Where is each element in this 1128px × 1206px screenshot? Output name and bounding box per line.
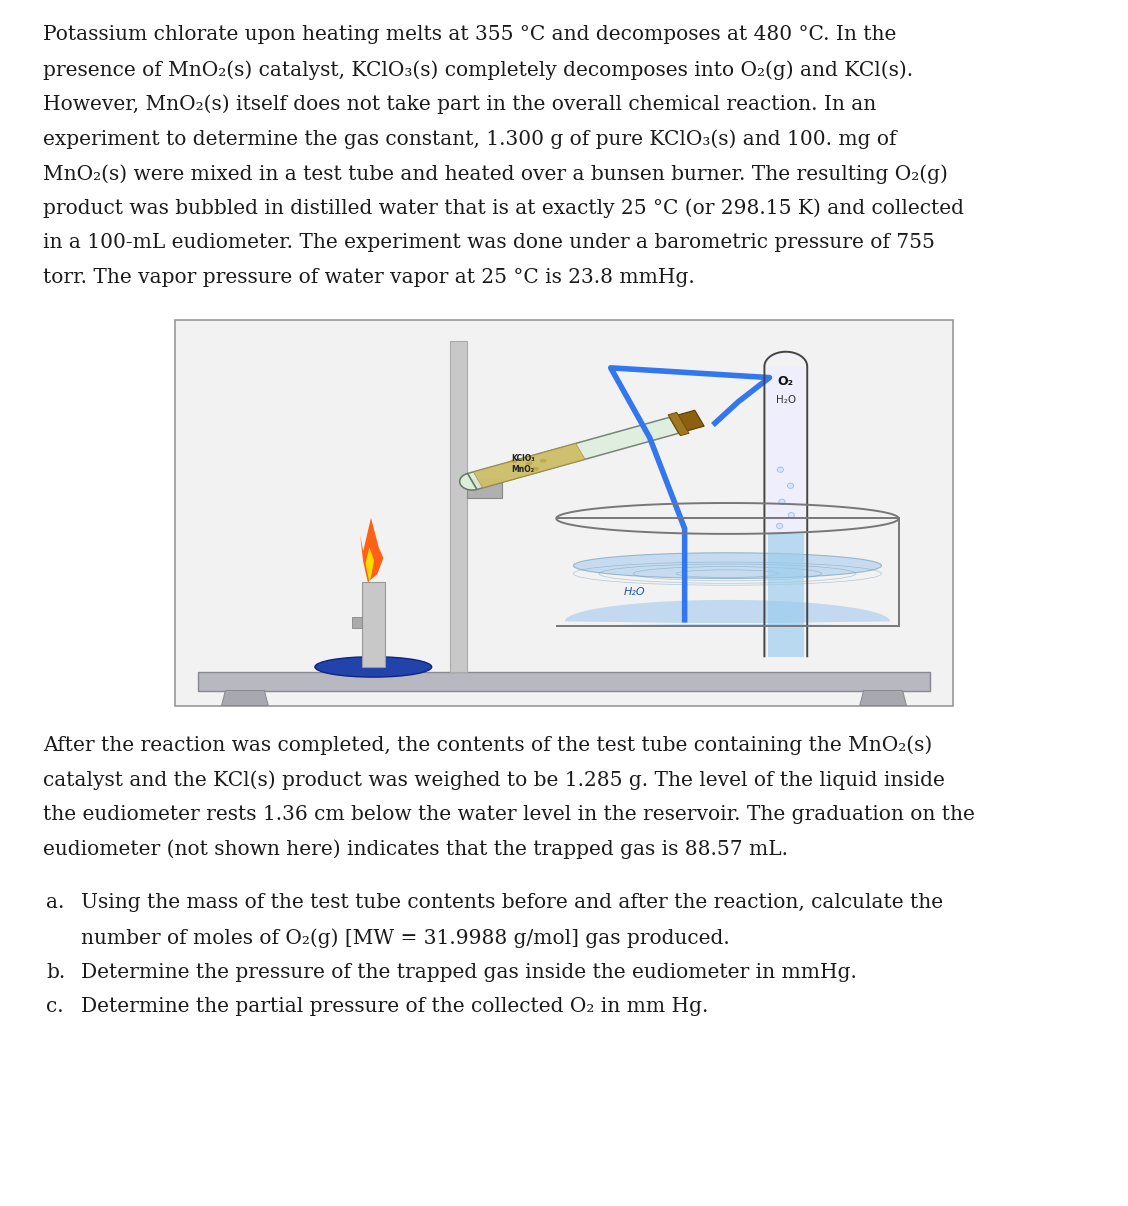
Polygon shape <box>450 341 467 672</box>
Ellipse shape <box>315 657 432 677</box>
Text: in a 100-mL eudiometer. The experiment was done under a barometric pressure of 7: in a 100-mL eudiometer. The experiment w… <box>43 233 935 252</box>
Ellipse shape <box>526 462 532 466</box>
Text: c.: c. <box>46 997 64 1017</box>
Text: MnO₂(s) were mixed in a test tube and heated over a bunsen burner. The resulting: MnO₂(s) were mixed in a test tube and he… <box>43 164 948 183</box>
Text: b.: b. <box>46 962 65 982</box>
Ellipse shape <box>778 499 785 504</box>
Text: number of moles of O₂(g) [MW = 31.9988 g/mol] gas produced.: number of moles of O₂(g) [MW = 31.9988 g… <box>81 927 730 948</box>
Polygon shape <box>199 672 929 691</box>
Ellipse shape <box>788 513 794 517</box>
Text: KClO₃: KClO₃ <box>511 453 535 463</box>
Polygon shape <box>474 444 585 487</box>
Text: presence of MnO₂(s) catalyst, KClO₃(s) completely decomposes into O₂(g) and KCl(: presence of MnO₂(s) catalyst, KClO₃(s) c… <box>43 60 913 80</box>
Text: After the reaction was completed, the contents of the test tube containing the M: After the reaction was completed, the co… <box>43 736 932 755</box>
Polygon shape <box>352 617 362 628</box>
Polygon shape <box>860 691 907 706</box>
Polygon shape <box>360 517 384 582</box>
Polygon shape <box>767 367 804 534</box>
Text: H₂O: H₂O <box>776 396 796 405</box>
Text: torr. The vapor pressure of water vapor at 25 °C is 23.8 mmHg.: torr. The vapor pressure of water vapor … <box>43 268 695 287</box>
Bar <box>175 320 953 706</box>
Polygon shape <box>365 548 374 582</box>
Polygon shape <box>460 474 477 490</box>
Text: experiment to determine the gas constant, 1.300 g of pure KClO₃(s) and 100. mg o: experiment to determine the gas constant… <box>43 129 897 148</box>
Ellipse shape <box>539 459 547 463</box>
Text: Using the mass of the test tube contents before and after the reaction, calculat: Using the mass of the test tube contents… <box>81 894 943 912</box>
Text: However, MnO₂(s) itself does not take part in the overall chemical reaction. In : However, MnO₂(s) itself does not take pa… <box>43 94 876 115</box>
Polygon shape <box>362 582 385 667</box>
Text: eudiometer (not shown here) indicates that the trapped gas is 88.57 mL.: eudiometer (not shown here) indicates th… <box>43 839 787 859</box>
Polygon shape <box>467 417 679 490</box>
Ellipse shape <box>510 459 517 463</box>
Text: MnO₂: MnO₂ <box>511 466 535 474</box>
Text: a.: a. <box>46 894 64 912</box>
Ellipse shape <box>532 467 539 470</box>
Text: Potassium chlorate upon heating melts at 355 °C and decomposes at 480 °C. In the: Potassium chlorate upon heating melts at… <box>43 25 897 45</box>
Polygon shape <box>668 412 689 435</box>
Polygon shape <box>767 534 804 657</box>
Ellipse shape <box>787 484 794 488</box>
Text: Determine the partial pressure of the collected O₂ in mm Hg.: Determine the partial pressure of the co… <box>81 997 708 1017</box>
Text: the eudiometer rests 1.36 cm below the water level in the reservoir. The graduat: the eudiometer rests 1.36 cm below the w… <box>43 804 975 824</box>
Polygon shape <box>670 410 704 433</box>
Ellipse shape <box>776 523 783 528</box>
Text: Determine the pressure of the trapped gas inside the eudiometer in mmHg.: Determine the pressure of the trapped ga… <box>81 962 857 982</box>
Ellipse shape <box>518 466 525 469</box>
Polygon shape <box>221 691 268 706</box>
Ellipse shape <box>777 467 784 473</box>
Polygon shape <box>565 599 890 626</box>
Text: O₂: O₂ <box>778 375 794 388</box>
Text: product was bubbled in distilled water that is at exactly 25 °C (or 298.15 K) an: product was bubbled in distilled water t… <box>43 199 963 218</box>
Polygon shape <box>573 552 882 579</box>
Text: H₂O: H₂O <box>624 587 645 597</box>
Polygon shape <box>467 479 502 498</box>
Text: catalyst and the KCl(s) product was weighed to be 1.285 g. The level of the liqu: catalyst and the KCl(s) product was weig… <box>43 771 945 790</box>
